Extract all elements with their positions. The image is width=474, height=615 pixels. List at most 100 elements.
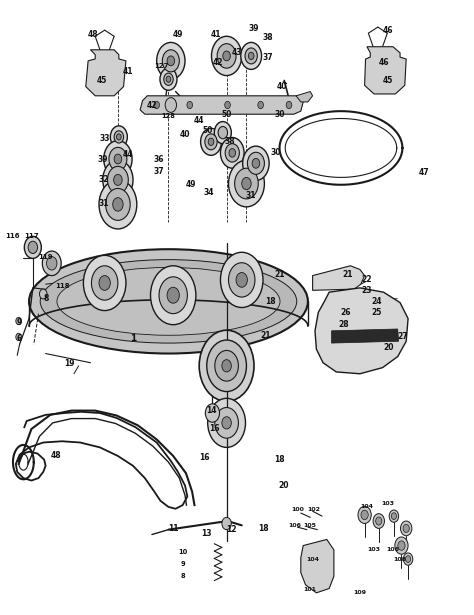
- Text: 38: 38: [225, 137, 235, 146]
- Circle shape: [245, 48, 257, 64]
- Polygon shape: [313, 266, 365, 290]
- Circle shape: [222, 360, 231, 372]
- Circle shape: [165, 98, 176, 113]
- Text: 26: 26: [340, 308, 351, 317]
- Text: 16: 16: [209, 424, 219, 434]
- Text: 27: 27: [397, 333, 408, 341]
- Circle shape: [99, 180, 137, 229]
- Circle shape: [167, 56, 174, 66]
- Ellipse shape: [40, 260, 297, 343]
- Circle shape: [242, 177, 251, 189]
- Text: 34: 34: [203, 188, 214, 197]
- Circle shape: [286, 101, 292, 109]
- Circle shape: [160, 68, 177, 90]
- Circle shape: [222, 417, 231, 429]
- Circle shape: [217, 44, 236, 68]
- Circle shape: [42, 251, 61, 276]
- Circle shape: [405, 556, 410, 563]
- Text: 106: 106: [386, 547, 400, 552]
- Text: 8: 8: [44, 295, 49, 303]
- Text: 128: 128: [162, 113, 175, 119]
- Polygon shape: [301, 539, 334, 593]
- Circle shape: [109, 148, 127, 171]
- Text: 12: 12: [226, 525, 237, 534]
- Circle shape: [167, 287, 179, 303]
- Circle shape: [222, 517, 231, 530]
- Circle shape: [211, 36, 242, 76]
- Circle shape: [39, 289, 47, 299]
- Text: 10: 10: [178, 549, 187, 555]
- Text: 36: 36: [154, 154, 164, 164]
- Circle shape: [103, 161, 133, 199]
- Text: 41: 41: [210, 30, 221, 39]
- Text: 9: 9: [180, 561, 185, 567]
- Circle shape: [110, 126, 128, 148]
- Circle shape: [207, 340, 246, 392]
- Text: 100: 100: [291, 507, 304, 512]
- Text: 44: 44: [194, 116, 204, 125]
- Circle shape: [220, 252, 263, 308]
- Circle shape: [162, 50, 179, 72]
- Circle shape: [241, 42, 262, 69]
- Text: 13: 13: [201, 529, 211, 538]
- Text: 42: 42: [213, 58, 223, 66]
- Circle shape: [243, 146, 269, 180]
- Circle shape: [225, 144, 239, 162]
- Text: 50: 50: [202, 126, 213, 135]
- Ellipse shape: [57, 268, 280, 335]
- Text: 16: 16: [199, 453, 209, 462]
- Text: 104: 104: [360, 504, 374, 509]
- Text: 44: 44: [123, 149, 134, 159]
- Text: 39: 39: [97, 154, 108, 164]
- Circle shape: [228, 161, 264, 207]
- Circle shape: [218, 127, 228, 139]
- Circle shape: [187, 101, 192, 109]
- Text: 20: 20: [278, 481, 289, 490]
- Text: 50: 50: [221, 109, 232, 119]
- Text: 103: 103: [367, 547, 381, 552]
- Text: 32: 32: [99, 175, 109, 184]
- Text: 21: 21: [260, 331, 271, 339]
- Circle shape: [395, 537, 408, 554]
- Text: 8: 8: [180, 573, 185, 579]
- Text: 25: 25: [371, 308, 382, 317]
- Text: 117: 117: [24, 232, 39, 239]
- Circle shape: [201, 129, 221, 156]
- Text: 40: 40: [180, 130, 190, 139]
- Circle shape: [166, 76, 171, 82]
- Circle shape: [199, 330, 254, 402]
- Text: 38: 38: [263, 33, 273, 42]
- Circle shape: [46, 256, 57, 270]
- Text: 118: 118: [55, 283, 70, 289]
- Text: 31: 31: [99, 199, 109, 208]
- Text: 30: 30: [274, 109, 285, 119]
- Circle shape: [154, 101, 159, 109]
- Text: 40: 40: [277, 82, 287, 91]
- Circle shape: [389, 510, 399, 522]
- Circle shape: [358, 506, 371, 523]
- Polygon shape: [296, 92, 313, 102]
- Circle shape: [113, 197, 123, 211]
- Circle shape: [28, 241, 37, 253]
- Circle shape: [236, 272, 247, 287]
- Circle shape: [83, 255, 126, 311]
- Circle shape: [248, 52, 254, 60]
- Text: 105: 105: [304, 523, 317, 528]
- Circle shape: [117, 134, 121, 140]
- Text: 42: 42: [146, 100, 157, 109]
- Text: 33: 33: [100, 133, 110, 143]
- Polygon shape: [331, 329, 399, 343]
- Circle shape: [114, 131, 124, 143]
- Text: 116: 116: [5, 232, 20, 239]
- Circle shape: [247, 153, 264, 174]
- Text: 103: 103: [382, 501, 395, 506]
- Circle shape: [208, 138, 214, 146]
- Text: 31: 31: [246, 191, 256, 200]
- Text: 46: 46: [378, 58, 389, 66]
- Text: 37: 37: [263, 54, 273, 62]
- Text: 48: 48: [88, 30, 98, 39]
- Text: 108: 108: [393, 557, 407, 561]
- Circle shape: [225, 101, 230, 109]
- Circle shape: [252, 159, 260, 169]
- Text: 6: 6: [17, 334, 22, 343]
